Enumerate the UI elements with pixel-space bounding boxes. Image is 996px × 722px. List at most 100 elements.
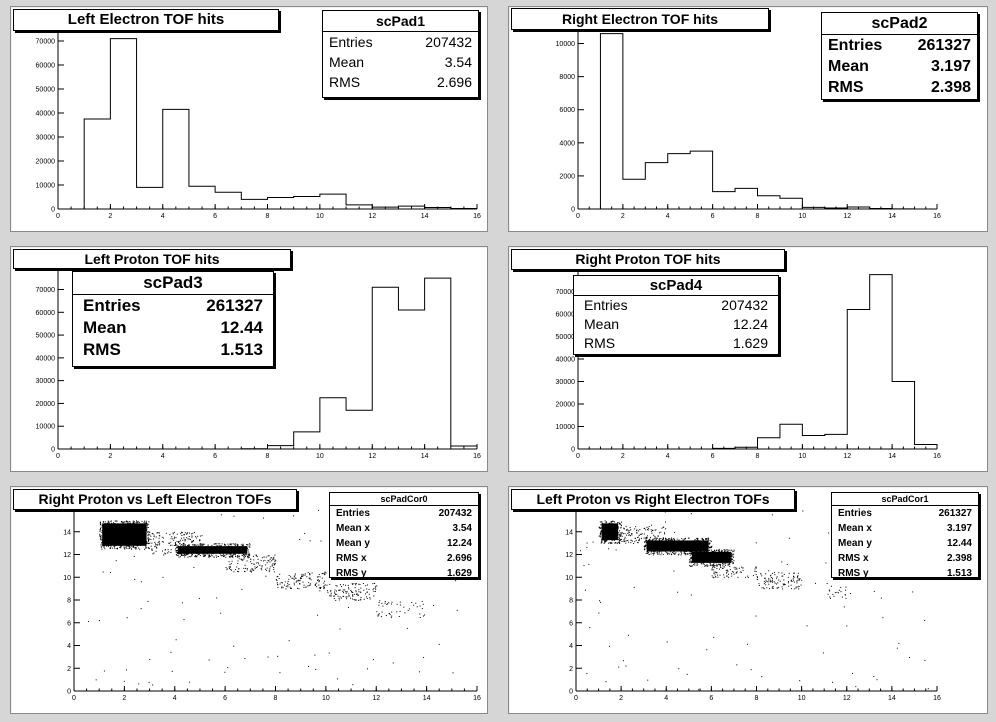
x-tick-label: 12 [368, 453, 376, 460]
scatter-point [630, 542, 632, 544]
scatter-point [403, 606, 405, 608]
scatter-point [896, 647, 898, 649]
stats-row-mean: Mean 3.54 [323, 52, 478, 72]
scatter-point [316, 586, 318, 588]
scatter-point [157, 544, 159, 546]
scatter-point [254, 568, 256, 570]
scatter-point [266, 562, 268, 564]
scatter-point [237, 543, 239, 545]
y-tick-label: 20000 [36, 401, 56, 408]
scatter-point [272, 557, 274, 559]
scatter-point [720, 562, 722, 564]
scatter-point [193, 551, 195, 553]
scatter-point [704, 561, 706, 563]
scatter-point [222, 552, 224, 554]
scatter-point [269, 558, 271, 560]
scatter-point [113, 530, 115, 532]
histogram-bin [645, 163, 667, 209]
scatter-point [292, 577, 294, 579]
scatter-point [712, 556, 714, 558]
scatter-point [782, 575, 784, 577]
stats-label: Mean y [336, 538, 370, 549]
scatter-point [188, 544, 190, 546]
pad-right-proton-tof: 0 2 4 6 8 10 12 14 16 0 10000 20000 30000 40000 50000 6… [508, 246, 988, 472]
scatter-point [140, 525, 142, 527]
scatter-point [229, 555, 231, 557]
scatter-point [225, 551, 227, 553]
scatter-point [646, 545, 648, 547]
scatter-point [201, 544, 203, 546]
scatter-point [729, 564, 731, 566]
scatter-point [111, 544, 113, 546]
scatter-point [673, 570, 675, 572]
scatter-point [205, 551, 207, 553]
scatter-point [101, 542, 103, 544]
stats-value: 12.44 [220, 318, 263, 337]
scatter-point [180, 545, 182, 547]
scatter-point [123, 526, 125, 528]
scatter-point [714, 551, 716, 553]
scatter-point [129, 543, 131, 545]
scatter-point [783, 579, 785, 581]
scatter-point [184, 556, 186, 558]
scatter-point [601, 539, 603, 541]
scatter-point [712, 550, 714, 552]
scatter-point [187, 552, 189, 554]
y-tick-label: 2000 [559, 173, 575, 180]
scatter-point [132, 545, 134, 547]
scatter-point [290, 587, 292, 589]
scatter-point [134, 526, 136, 528]
scatter-point [716, 560, 718, 562]
scatter-point [261, 565, 263, 567]
scatter-point [194, 548, 196, 550]
scatter-point [194, 555, 196, 557]
scatter-point [227, 553, 229, 555]
scatter-point [421, 600, 423, 602]
scatter-point [288, 584, 290, 586]
scatter-point [182, 543, 184, 545]
x-tick-label: 4 [173, 695, 177, 702]
scatter-point [648, 545, 650, 547]
scatter-point [640, 533, 642, 535]
scatter-point [158, 535, 160, 537]
scatter-point [727, 570, 729, 572]
scatter-point [696, 538, 698, 540]
scatter-point [150, 538, 152, 540]
scatter-point [700, 543, 702, 545]
scatter-point [347, 584, 349, 586]
scatter-point [109, 548, 111, 550]
histogram-bin [870, 275, 892, 449]
scatter-point [700, 548, 702, 550]
scatter-point [261, 566, 263, 568]
scatter-point [131, 541, 133, 543]
stats-box: scPad2 Entries 261327 Mean 3.197 RMS 2.398 [821, 12, 978, 100]
scatter-point [133, 532, 135, 534]
scatter-point [631, 540, 633, 542]
scatter-point [239, 548, 241, 550]
scatter-core [691, 551, 731, 563]
scatter-point [704, 550, 706, 552]
scatter-point [358, 591, 360, 593]
scatter-point [155, 544, 157, 546]
scatter-point [690, 541, 692, 543]
scatter-point [137, 521, 139, 523]
scatter-point [369, 598, 371, 600]
scatter-point [132, 524, 134, 526]
scatter-point [772, 587, 774, 589]
scatter-point [285, 585, 287, 587]
x-tick-label: 10 [798, 695, 806, 702]
y-tick-label: 2 [569, 666, 573, 673]
scatter-point [618, 530, 620, 532]
scatter-point [199, 539, 201, 541]
scatter-point [117, 528, 119, 530]
scatter-point [189, 547, 191, 549]
scatter-point [316, 582, 318, 584]
scatter-point [100, 544, 102, 546]
scatter-point [685, 552, 687, 554]
scatter-point [138, 683, 140, 685]
scatter-point [391, 601, 393, 603]
scatter-point [638, 539, 640, 541]
scatter-point [685, 545, 687, 547]
scatter-point [197, 535, 199, 537]
scatter-point [112, 536, 114, 538]
